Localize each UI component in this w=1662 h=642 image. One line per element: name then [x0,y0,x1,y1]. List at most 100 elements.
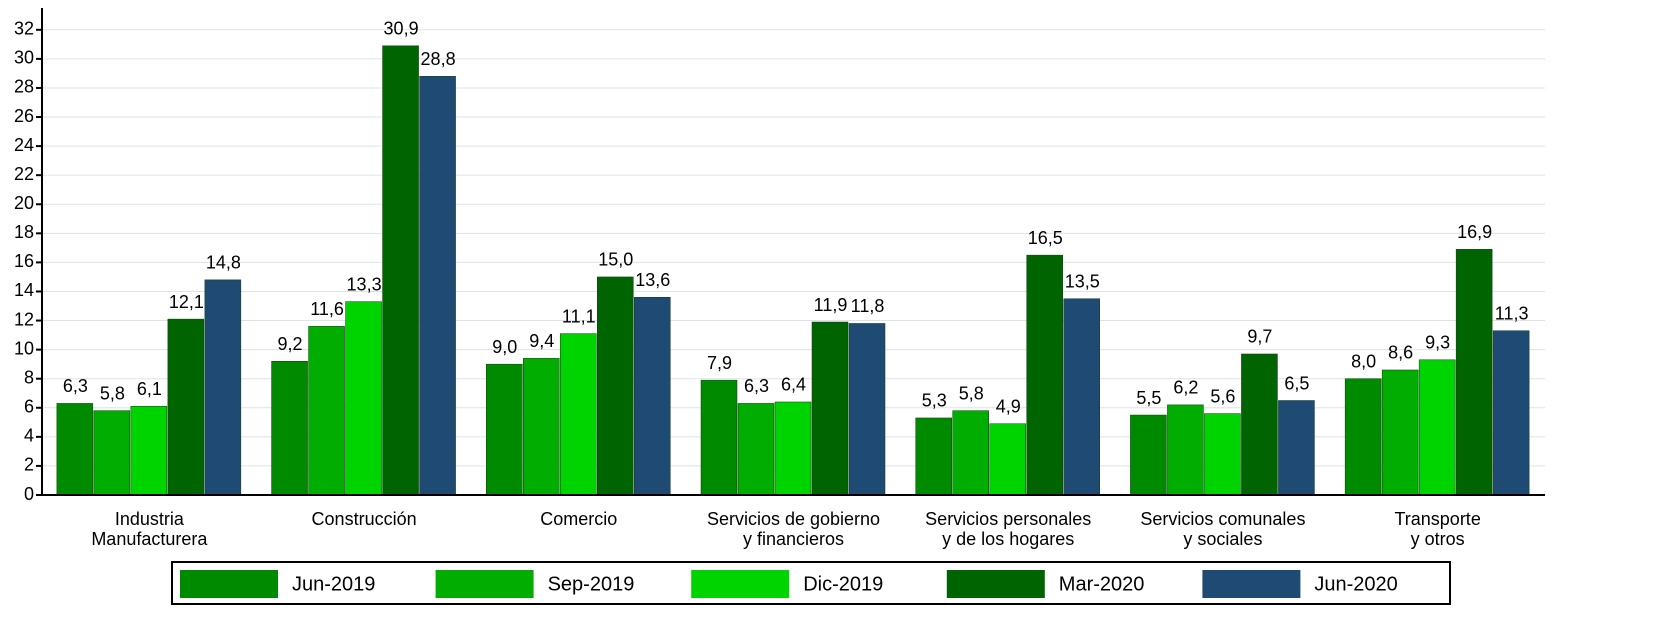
bar [345,301,382,496]
value-label: 8,6 [1388,343,1413,363]
x-tick-label: Construcción [312,509,417,529]
value-label: 14,8 [206,253,241,273]
value-label: 9,2 [278,334,303,354]
y-tick-label: 32 [14,19,34,39]
y-tick-label: 12 [14,309,34,329]
bar [1241,353,1278,496]
bar [1492,330,1530,496]
legend-label: Jun-2019 [292,573,375,595]
value-label: 30,9 [384,19,419,39]
value-label: 15,0 [598,250,633,270]
bar [952,410,989,496]
y-tick-label: 14 [14,280,34,300]
bar [419,76,456,496]
bar [1130,414,1167,496]
value-label: 9,3 [1425,333,1450,353]
bar [774,401,812,496]
bar [1418,359,1456,496]
legend-label: Jun-2020 [1314,573,1397,595]
y-tick-label: 26 [14,106,34,126]
bar [915,417,952,496]
value-label: 6,5 [1284,373,1309,393]
value-label: 6,3 [63,376,88,396]
bar [486,363,523,496]
value-label: 11,1 [562,306,596,326]
value-label: 9,7 [1247,327,1272,347]
y-tick-label: 24 [14,135,34,155]
value-label: 9,0 [492,337,517,357]
bar [811,321,849,496]
bar [204,279,242,496]
x-tick-label: Industria Manufacturera [91,509,208,549]
legend-label: Sep-2019 [548,573,635,595]
y-tick-label: 0 [24,484,34,504]
x-tick-label: Transporte y otros [1394,509,1480,549]
value-label: 28,8 [421,49,456,69]
y-tick-label: 30 [14,48,34,68]
bar [1204,413,1241,496]
bar [130,406,168,496]
bar [634,297,671,496]
legend-swatch [1202,570,1301,598]
y-tick-label: 4 [24,426,34,446]
value-label: 6,2 [1173,378,1198,398]
bar [523,358,560,496]
bar [167,318,205,496]
bar [597,276,634,496]
legend-swatch [180,570,278,598]
bar [382,45,419,496]
value-label: 11,3 [1495,303,1529,323]
bar [93,410,131,496]
bar [271,361,308,496]
value-label: 5,5 [1136,388,1161,408]
bar [1063,298,1100,496]
y-tick-label: 8 [24,367,34,387]
bar [1167,404,1204,496]
bar [700,379,738,496]
bar [848,323,886,496]
value-label: 4,9 [996,397,1021,417]
value-label: 11,8 [851,296,885,316]
bar [308,326,345,496]
value-label: 6,3 [744,376,769,396]
y-tick-label: 6 [24,397,34,417]
value-label: 5,3 [922,391,947,411]
value-label: 5,6 [1210,386,1235,406]
value-label: 11,6 [310,299,344,319]
value-label: 13,3 [347,274,382,294]
bar [560,333,597,496]
bar [1026,254,1063,496]
x-tick-label: Servicios comunales y sociales [1140,509,1305,549]
value-label: 6,4 [781,375,806,395]
x-tick-label: Servicios de gobierno y financieros [707,509,880,549]
value-label: 16,9 [1457,222,1492,242]
x-tick-label: Servicios personales y de los hogares [925,509,1091,549]
bar [1344,378,1382,496]
legend-box [171,561,1451,605]
y-tick-label: 20 [14,193,34,213]
legend-swatch [435,570,534,598]
legend-label: Dic-2019 [803,573,883,595]
legend-swatch [946,570,1045,598]
x-tick-label: Comercio [540,509,617,529]
y-tick-label: 10 [14,338,34,358]
y-tick-label: 2 [24,455,34,475]
value-label: 13,6 [635,270,670,290]
y-tick-label: 16 [14,251,34,271]
value-label: 16,5 [1028,228,1063,248]
value-label: 9,4 [529,331,554,351]
bar [989,423,1026,496]
bar [1381,369,1419,496]
value-label: 7,9 [707,353,732,373]
y-tick-label: 28 [14,77,34,97]
y-tick-label: 22 [14,164,34,184]
value-label: 13,5 [1065,271,1100,291]
value-label: 8,0 [1351,351,1376,371]
legend-swatch [691,570,790,598]
legend-label: Mar-2020 [1059,573,1145,595]
bar [1455,249,1493,496]
value-label: 11,9 [814,295,848,315]
bar [56,403,94,496]
value-label: 12,1 [169,292,204,312]
